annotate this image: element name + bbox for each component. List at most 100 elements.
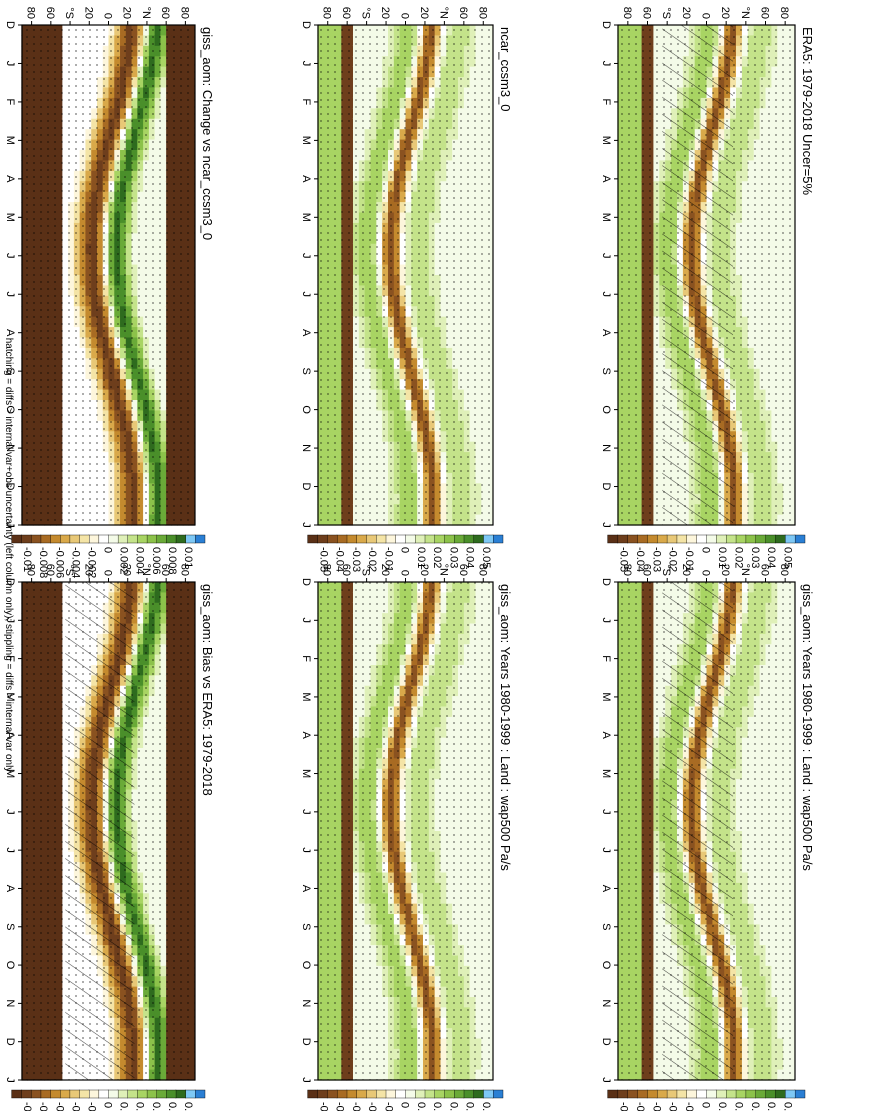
colorbar-swatch [375, 1089, 387, 1099]
colorbar-swatch [686, 534, 697, 544]
colorbar-label: 0 [700, 547, 712, 553]
colorbar-swatch [735, 534, 747, 544]
x-tick-label: J [600, 1077, 612, 1083]
x-tick-label: M [600, 769, 612, 778]
colorbar-swatch [715, 1089, 727, 1099]
colorbar-swatch [696, 1089, 707, 1099]
colorbar-label: 0 [399, 1102, 411, 1108]
colorbar-label: 0.01 [415, 1102, 427, 1111]
y-tick-label: 0 [700, 13, 712, 19]
x-tick-label: D [600, 578, 612, 586]
colorbar-swatch [365, 1089, 377, 1099]
x-tick-label: S [300, 923, 312, 930]
colorbar-swatch [666, 1089, 678, 1099]
colorbar-label: 0.05 [782, 547, 794, 568]
colorbar-label: -0.02 [366, 1102, 378, 1111]
colorbar-swatch [317, 1089, 328, 1099]
colorbar-swatch [745, 534, 756, 544]
x-tick-label: M [600, 213, 612, 222]
colorbar-swatch [656, 1089, 668, 1099]
colorbar-swatch [676, 534, 688, 544]
hatching [662, 25, 734, 525]
hatching [662, 582, 734, 1080]
x-tick-label: F [300, 655, 312, 662]
colorbar-swatch [607, 534, 619, 544]
panel-1: giss_aom: Years 1980-1999 : Land : wap50… [600, 564, 815, 1111]
colorbar-swatch [784, 1089, 796, 1099]
colorbar-label: -0.01 [382, 1102, 394, 1111]
panel-4: ncar_ccsm3_0DJFMAMJJASONDJ8060°N20020°S6… [300, 7, 513, 572]
colorbar-label: 0.02 [431, 1102, 443, 1111]
y-tick-label: 0 [399, 570, 411, 576]
x-tick-label: M [300, 769, 312, 778]
colorbar-swatch [715, 534, 727, 544]
colorbar-swatch [676, 1089, 688, 1099]
x-tick-label: N [300, 999, 312, 1007]
colorbar-label: 0.01 [716, 547, 728, 568]
colorbar-swatch [705, 1089, 717, 1099]
x-tick-label: A [600, 175, 612, 183]
colorbar-swatch [755, 534, 766, 544]
x-tick-label: M [300, 692, 312, 701]
panels: giss_aom: Years 1980-1999 : Land : wap50… [4, 7, 815, 1111]
colorbar-label: -0.03 [650, 1102, 662, 1111]
colorbar-label: 0.03 [749, 547, 761, 568]
colorbar-label: -0.01 [683, 1102, 695, 1111]
colorbar-swatch [473, 1089, 484, 1099]
colorbar-swatch [492, 1089, 504, 1099]
colorbar-swatch [774, 1089, 786, 1099]
colorbar-label: -0.04 [634, 1102, 646, 1111]
x-tick-label: J [600, 291, 612, 297]
colorbar-label: 0.05 [480, 1102, 492, 1111]
x-tick-label: O [600, 405, 612, 414]
x-tick-label: D [600, 21, 612, 29]
stippling [318, 582, 493, 1080]
x-tick-label: F [600, 99, 612, 106]
colorbar-swatch [646, 1089, 658, 1099]
colorbar-swatch [666, 534, 678, 544]
x-tick-label: D [600, 1038, 612, 1046]
x-tick-label: A [300, 732, 312, 740]
x-tick-label: J [600, 61, 612, 67]
colorbar-swatch [705, 534, 717, 544]
colorbar-swatch [414, 1089, 426, 1099]
colorbar-label: -0.03 [350, 1102, 362, 1111]
colorbar-swatch [636, 1089, 648, 1099]
x-tick-label: S [600, 923, 612, 930]
y-tick-label: 60 [641, 7, 653, 19]
colorbar-label: 0.03 [447, 1102, 459, 1111]
colorbar-swatch [404, 1089, 416, 1099]
colorbar-swatch [764, 534, 776, 544]
colorbar-label: -0.04 [334, 1102, 346, 1111]
x-tick-label: J [300, 1077, 312, 1083]
colorbar-swatch [434, 1089, 445, 1099]
colorbar-swatch [794, 1089, 806, 1099]
x-tick-label: F [600, 655, 612, 662]
x-tick-label: J [300, 809, 312, 815]
colorbar-swatch [356, 1089, 367, 1099]
colorbar-swatch [725, 534, 737, 544]
colorbar-label: -0.05 [317, 1102, 329, 1111]
x-tick-label: O [600, 961, 612, 970]
panel-title: giss_aom: Years 1980-1999 : Land : wap50… [498, 584, 513, 871]
colorbar-swatch [607, 1089, 619, 1099]
colorbar-label: 0.03 [749, 1102, 761, 1111]
panel-2: giss_aom: Years 1980-1999 : Land : wap50… [300, 564, 513, 1111]
colorbar-label: 0.05 [782, 1102, 794, 1111]
colorbar-label: 0.04 [765, 547, 777, 568]
colorbar-label: 0.04 [765, 1102, 777, 1111]
x-tick-label: O [300, 961, 312, 970]
x-tick-label: J [600, 522, 612, 528]
x-tick-label: A [300, 885, 312, 893]
colorbar-swatch [346, 1089, 357, 1099]
x-tick-label: J [300, 618, 312, 624]
colorbar-label: 0.04 [464, 1102, 476, 1111]
panel-title: giss_aom: Years 1980-1999 : Land : wap50… [800, 584, 815, 871]
x-tick-label: J [600, 847, 612, 853]
colorbar-label: -0.05 [617, 547, 629, 572]
colorbar-label: -0.02 [667, 547, 679, 572]
colorbar-swatch [745, 1089, 756, 1099]
colorbar-label: -0.04 [634, 547, 646, 572]
colorbar-swatch [794, 534, 806, 544]
